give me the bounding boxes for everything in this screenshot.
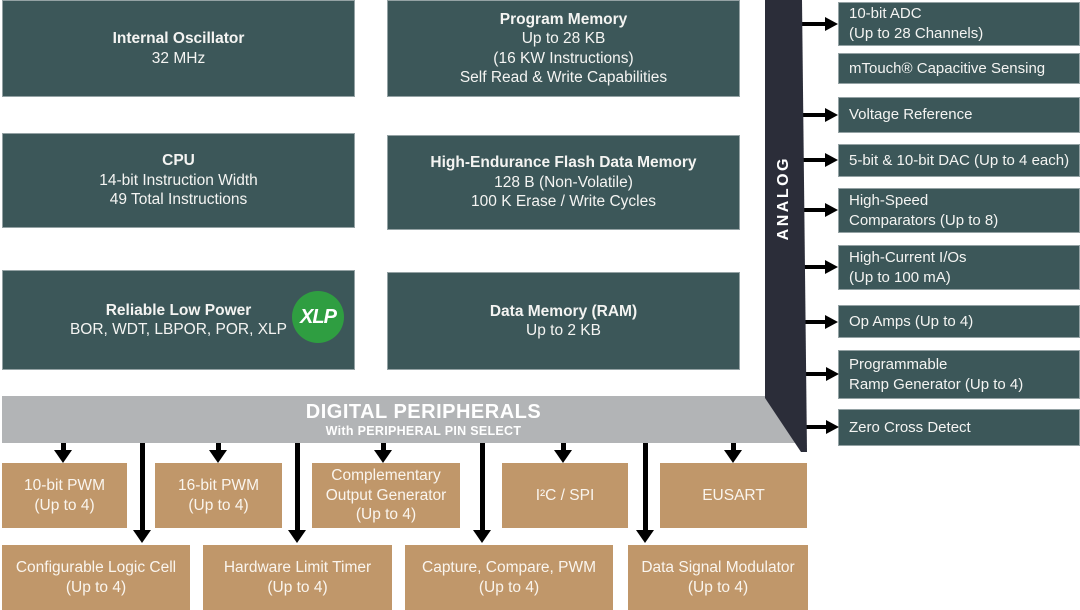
op-amps-box: Op Amps (Up to 4)	[838, 305, 1080, 338]
box-line: 14-bit Instruction Width	[99, 171, 258, 189]
box-line: Zero Cross Detect	[849, 418, 971, 436]
box-line: 49 Total Instructions	[109, 191, 248, 209]
dac-box: 5-bit & 10-bit DAC (Up to 4 each)	[838, 144, 1080, 177]
flash-data-memory-box: High-Endurance Flash Data Memory 128 B (…	[387, 135, 740, 230]
box-line: Ramp Generator (Up to 4)	[849, 375, 1024, 393]
box-line: High-Speed	[849, 191, 929, 209]
box-line: (Up to 4)	[34, 496, 95, 514]
box-title: High-Endurance Flash Data Memory	[430, 154, 697, 172]
mtouch-box: mTouch® Capacitive Sensing	[838, 53, 1080, 84]
box-line: (Up to 4)	[478, 578, 540, 596]
box-line: 32 MHz	[151, 49, 206, 67]
box-line: Comparators (Up to 8)	[849, 211, 999, 229]
program-memory-box: Program Memory Up to 28 KB (16 KW Instru…	[387, 0, 740, 97]
box-line: Op Amps (Up to 4)	[849, 312, 974, 330]
box-title: Data Memory (RAM)	[489, 302, 638, 320]
i2c-spi-box: I²C / SPI	[502, 463, 628, 528]
box-line: Up to 2 KB	[526, 322, 601, 339]
data-signal-modulator-box: Data Signal Modulator (Up to 4)	[628, 545, 808, 610]
box-line: 16-bit PWM	[178, 477, 259, 494]
banner-title: DIGITAL PERIPHERALS	[305, 400, 542, 423]
analog-bar-label-wrap: ANALOG	[765, 0, 802, 396]
box-title: Internal Oscillator	[112, 30, 245, 47]
box-line: (16 KW Instructions)	[493, 49, 634, 67]
box-line: (Up to 4)	[188, 496, 249, 514]
eusart-box: EUSART	[660, 463, 807, 528]
box-line: High-Current I/Os	[849, 248, 967, 266]
xlp-logo: XLP	[292, 291, 344, 343]
box-line: Data Signal Modulator	[641, 559, 795, 576]
box-line: Programmable	[849, 355, 948, 373]
hardware-limit-timer-box: Hardware Limit Timer (Up to 4)	[203, 545, 392, 610]
comparators-box: High-Speed Comparators (Up to 8)	[838, 188, 1080, 233]
box-title: Reliable Low Power	[105, 301, 252, 319]
box-line: 5-bit & 10-bit DAC (Up to 4 each)	[849, 151, 1070, 169]
digital-peripherals-banner: DIGITAL PERIPHERALS With PERIPHERAL PIN …	[2, 396, 805, 443]
box-line: 10-bit PWM	[24, 477, 105, 494]
box-line: (Up to 4)	[65, 578, 127, 596]
box-line: EUSART	[702, 486, 765, 504]
box-line: (Up to 4)	[355, 506, 417, 524]
ramp-generator-box: Programmable Ramp Generator (Up to 4)	[838, 350, 1080, 399]
analog-bar-label: ANALOG	[774, 155, 792, 241]
box-line: (Up to 28 Channels)	[849, 25, 984, 42]
analog-bar	[765, 0, 807, 452]
high-current-io-box: High-Current I/Os (Up to 100 mA)	[838, 245, 1080, 290]
pwm-16bit-box: 16-bit PWM (Up to 4)	[155, 463, 282, 528]
box-line: 100 K Erase / Write Cycles	[471, 193, 656, 211]
box-line: Hardware Limit Timer	[223, 559, 372, 576]
box-line: 10-bit ADC	[849, 5, 922, 22]
internal-oscillator-box: Internal Oscillator 32 MHz	[2, 0, 355, 97]
box-line: (Up to 4)	[267, 578, 328, 596]
complementary-output-generator-box: Complementary Output Generator (Up to 4)	[312, 463, 460, 528]
box-line: mTouch® Capacitive Sensing	[849, 59, 1046, 77]
box-line: (Up to 4)	[687, 578, 749, 596]
box-line: Up to 28 KB	[521, 30, 606, 47]
box-line: Voltage Reference	[849, 106, 973, 123]
configurable-logic-cell-box: Configurable Logic Cell (Up to 4)	[2, 545, 190, 610]
pwm-10bit-box: 10-bit PWM (Up to 4)	[2, 463, 127, 528]
box-line: 128 B (Non-Volatile)	[494, 173, 633, 191]
banner-subtitle: With PERIPHERAL PIN SELECT	[325, 423, 522, 438]
zero-cross-detect-box: Zero Cross Detect	[838, 409, 1080, 446]
box-line: Self Read & Write Capabilities	[459, 69, 668, 86]
box-line: Complementary	[331, 467, 441, 485]
box-line: Output Generator	[325, 486, 447, 504]
box-title: CPU	[162, 152, 195, 170]
box-line: BOR, WDT, LBPOR, POR, XLP	[69, 321, 288, 338]
adc-box: 10-bit ADC (Up to 28 Channels)	[838, 2, 1080, 46]
box-line: Configurable Logic Cell	[15, 559, 177, 576]
box-line: Capture, Compare, PWM	[422, 559, 596, 576]
box-line: I²C / SPI	[535, 486, 595, 504]
xlp-logo-text: XLP	[300, 305, 337, 328]
capture-compare-pwm-box: Capture, Compare, PWM (Up to 4)	[405, 545, 613, 610]
cpu-box: CPU 14-bit Instruction Width 49 Total In…	[2, 133, 355, 228]
data-memory-ram-box: Data Memory (RAM) Up to 2 KB	[387, 272, 740, 370]
box-title: Program Memory	[499, 10, 628, 28]
voltage-reference-box: Voltage Reference	[838, 97, 1080, 133]
box-line: (Up to 100 mA)	[849, 268, 951, 286]
